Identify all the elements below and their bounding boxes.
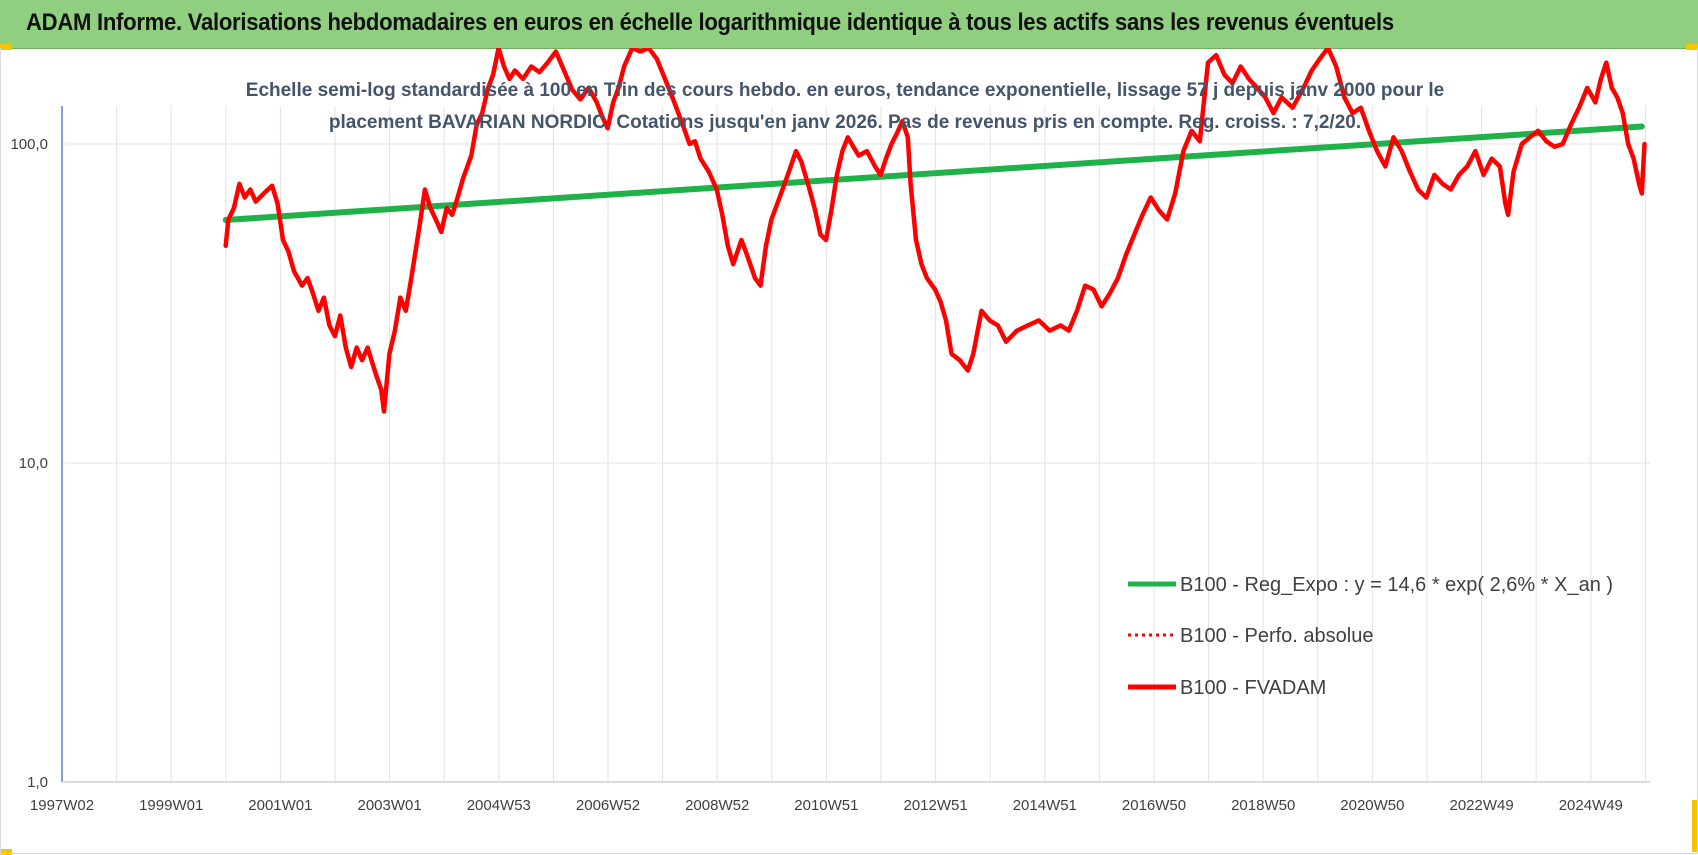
series-line-fvadam bbox=[223, 48, 1647, 414]
chart-subtitle-line-1: Echelle semi-log standardisée à 100 en T… bbox=[246, 80, 1444, 101]
x-tick-label: 1999W01 bbox=[139, 797, 203, 814]
corner-marker-top-left bbox=[0, 44, 12, 50]
legend-label-fvadam: B100 - FVADAM bbox=[1180, 677, 1326, 699]
report-title: ADAM Informe. Valorisations hebdomadaire… bbox=[26, 9, 1394, 36]
x-tick-label: 2001W01 bbox=[248, 797, 312, 814]
y-tick-labels: 1,0 10,0 100,0 bbox=[10, 136, 48, 791]
x-tick-label: 2020W50 bbox=[1340, 797, 1404, 814]
x-tick-label: 2014W51 bbox=[1013, 797, 1077, 814]
corner-marker-top-right bbox=[1686, 44, 1698, 50]
line-chart: Echelle semi-log standardisée à 100 en T… bbox=[10, 48, 1650, 814]
report-banner: ADAM Informe. Valorisations hebdomadaire… bbox=[0, 0, 1698, 49]
y-tick-label: 10,0 bbox=[19, 455, 48, 472]
x-tick-label: 2004W53 bbox=[467, 797, 531, 814]
corner-marker-bottom-left bbox=[0, 849, 12, 855]
x-tick-label: 2003W01 bbox=[357, 797, 421, 814]
x-tick-label: 1997W02 bbox=[30, 797, 94, 814]
grid-layer bbox=[62, 106, 1650, 782]
x-tick-label: 2022W49 bbox=[1449, 797, 1513, 814]
y-tick-label: 1,0 bbox=[27, 774, 48, 791]
x-tick-label: 2016W50 bbox=[1122, 797, 1186, 814]
series-line-reg-expo bbox=[222, 123, 1645, 223]
chart-legend: B100 - Reg_Expo : y = 14,6 * exp( 2,6% *… bbox=[1128, 574, 1613, 699]
corner-marker-bottom-right bbox=[1692, 800, 1698, 852]
y-tick-label: 100,0 bbox=[10, 136, 48, 153]
legend-label-perfo-absolue: B100 - Perfo. absolue bbox=[1180, 625, 1373, 647]
chart-subtitle-line-2: placement BAVARIAN NORDIC. Cotations jus… bbox=[329, 112, 1361, 133]
series-layer bbox=[222, 48, 1647, 414]
x-tick-label: 2010W51 bbox=[794, 797, 858, 814]
x-tick-labels: 1997W02 1999W01 2001W01 2003W01 2004W53 2006W… bbox=[30, 797, 1623, 814]
x-tick-label: 2018W50 bbox=[1231, 797, 1295, 814]
x-tick-label: 2008W52 bbox=[685, 797, 749, 814]
x-tick-label: 2012W51 bbox=[903, 797, 967, 814]
x-tick-label: 2024W49 bbox=[1559, 797, 1623, 814]
x-tick-label: 2006W52 bbox=[576, 797, 640, 814]
legend-label-reg-expo: B100 - Reg_Expo : y = 14,6 * exp( 2,6% *… bbox=[1180, 574, 1613, 596]
